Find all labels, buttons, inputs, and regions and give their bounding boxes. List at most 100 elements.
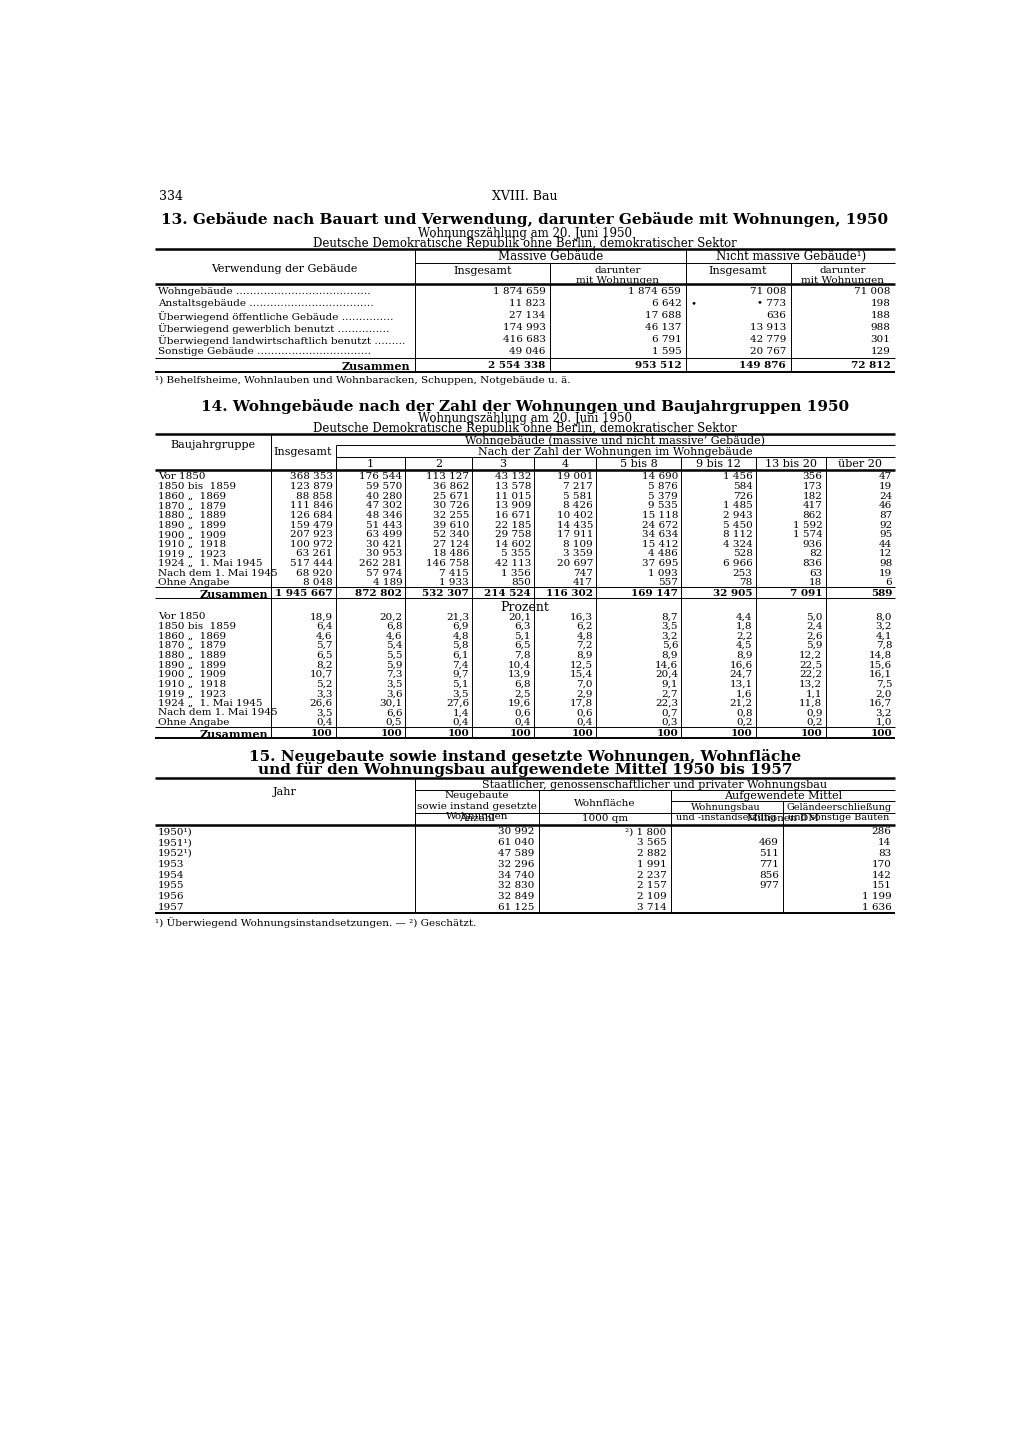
Text: 30 726: 30 726 <box>432 501 469 510</box>
Text: 15 118: 15 118 <box>642 511 678 520</box>
Text: 95: 95 <box>879 530 892 539</box>
Text: 1 574: 1 574 <box>793 530 822 539</box>
Text: 8,9: 8,9 <box>736 651 753 660</box>
Text: 82: 82 <box>809 549 822 559</box>
Text: 8,2: 8,2 <box>316 660 333 670</box>
Text: 1900 „  1909: 1900 „ 1909 <box>159 670 226 679</box>
Text: 1870 „  1879: 1870 „ 1879 <box>159 641 226 650</box>
Text: Staatlicher, genossenschaftlicher und privater Wohnungsbau: Staatlicher, genossenschaftlicher und pr… <box>482 780 827 790</box>
Text: 26,6: 26,6 <box>309 699 333 708</box>
Text: 988: 988 <box>870 323 891 332</box>
Text: und für den Wohnungsbau aufgewendete Mittel 1950 bis 1957: und für den Wohnungsbau aufgewendete Mit… <box>258 762 792 777</box>
Text: 2 109: 2 109 <box>637 892 667 901</box>
Text: 1 356: 1 356 <box>502 569 531 578</box>
Text: 7,5: 7,5 <box>876 680 892 689</box>
Text: Nach der Zahl der Wohnungen im Wohngebäude: Nach der Zahl der Wohnungen im Wohngebäu… <box>478 448 753 456</box>
Text: 12,5: 12,5 <box>570 660 593 670</box>
Text: 51 443: 51 443 <box>366 520 402 530</box>
Text: 8 112: 8 112 <box>723 530 753 539</box>
Text: 4,1: 4,1 <box>876 631 892 641</box>
Text: 13,1: 13,1 <box>729 680 753 689</box>
Text: 0,8: 0,8 <box>736 709 753 718</box>
Text: 836: 836 <box>803 559 822 567</box>
Text: 20,4: 20,4 <box>655 670 678 679</box>
Text: 2,5: 2,5 <box>514 689 531 699</box>
Text: Massive Gebäude: Massive Gebäude <box>498 250 603 263</box>
Text: 0,2: 0,2 <box>736 718 753 728</box>
Text: 6 642: 6 642 <box>651 299 681 308</box>
Text: 100: 100 <box>731 729 753 738</box>
Text: 92: 92 <box>879 520 892 530</box>
Text: 1924 „  1. Mai 1945: 1924 „ 1. Mai 1945 <box>159 559 263 567</box>
Text: 7,2: 7,2 <box>577 641 593 650</box>
Text: ²) 1 800: ²) 1 800 <box>626 827 667 836</box>
Text: 173: 173 <box>803 482 822 491</box>
Text: 47: 47 <box>879 472 892 481</box>
Text: 1955: 1955 <box>159 881 184 891</box>
Text: Baujahrgruppe: Baujahrgruppe <box>171 440 256 451</box>
Text: 42 779: 42 779 <box>750 335 786 344</box>
Text: 2 882: 2 882 <box>637 849 667 858</box>
Text: 32 830: 32 830 <box>499 881 535 891</box>
Text: 0,2: 0,2 <box>806 718 822 728</box>
Text: 83: 83 <box>879 849 891 858</box>
Text: 20 767: 20 767 <box>750 347 786 355</box>
Text: Überwiegend öffentliche Gebäude ……………: Überwiegend öffentliche Gebäude …………… <box>159 310 393 322</box>
Text: 100: 100 <box>870 729 892 738</box>
Text: Verwendung der Gebäude: Verwendung der Gebäude <box>211 264 357 274</box>
Text: Jahr: Jahr <box>272 787 297 797</box>
Text: 10,4: 10,4 <box>508 660 531 670</box>
Text: 517 444: 517 444 <box>290 559 333 567</box>
Text: 4 189: 4 189 <box>373 578 402 588</box>
Text: 188: 188 <box>870 310 891 321</box>
Text: 37 695: 37 695 <box>642 559 678 567</box>
Text: 1910 „  1918: 1910 „ 1918 <box>159 540 226 549</box>
Text: Insgesamt: Insgesamt <box>273 448 333 456</box>
Text: 6 966: 6 966 <box>723 559 753 567</box>
Text: 100: 100 <box>311 729 333 738</box>
Text: 100 972: 100 972 <box>290 540 333 549</box>
Text: 532 307: 532 307 <box>422 589 469 598</box>
Text: 1954: 1954 <box>159 871 184 879</box>
Text: 0,4: 0,4 <box>514 718 531 728</box>
Text: 1 485: 1 485 <box>723 501 753 510</box>
Text: Nicht massive Gebäude¹): Nicht massive Gebäude¹) <box>716 250 865 263</box>
Text: 1919 „  1923: 1919 „ 1923 <box>159 689 226 699</box>
Text: 32 849: 32 849 <box>499 892 535 901</box>
Text: Millionen DM: Millionen DM <box>746 814 819 823</box>
Text: 417: 417 <box>803 501 822 510</box>
Text: 6,5: 6,5 <box>316 651 333 660</box>
Text: 11 015: 11 015 <box>495 491 531 501</box>
Text: 3,5: 3,5 <box>386 680 402 689</box>
Text: 123 879: 123 879 <box>290 482 333 491</box>
Text: 1,1: 1,1 <box>806 689 822 699</box>
Text: 0,3: 0,3 <box>662 718 678 728</box>
Text: Nach dem 1. Mai 1945: Nach dem 1. Mai 1945 <box>159 569 278 578</box>
Text: 862: 862 <box>803 511 822 520</box>
Text: • 773: • 773 <box>757 299 786 308</box>
Text: Ohne Angabe: Ohne Angabe <box>159 578 229 588</box>
Text: 14,6: 14,6 <box>655 660 678 670</box>
Text: 2,0: 2,0 <box>876 689 892 699</box>
Text: 5,0: 5,0 <box>806 612 822 621</box>
Text: 13 909: 13 909 <box>495 501 531 510</box>
Text: Anstaltsgebäude ………………………………: Anstaltsgebäude ……………………………… <box>159 299 374 308</box>
Text: 1 199: 1 199 <box>861 892 891 901</box>
Text: 68 920: 68 920 <box>296 569 333 578</box>
Text: 7,0: 7,0 <box>577 680 593 689</box>
Text: 27 134: 27 134 <box>509 310 546 321</box>
Text: 589: 589 <box>870 589 892 598</box>
Text: 368 353: 368 353 <box>290 472 333 481</box>
Text: 0,4: 0,4 <box>316 718 333 728</box>
Text: 1880 „  1889: 1880 „ 1889 <box>159 651 226 660</box>
Text: 1900 „  1909: 1900 „ 1909 <box>159 530 226 539</box>
Text: 5 379: 5 379 <box>648 491 678 501</box>
Text: 1850 bis  1859: 1850 bis 1859 <box>159 622 237 631</box>
Text: 2 157: 2 157 <box>637 881 667 891</box>
Text: 18: 18 <box>809 578 822 588</box>
Text: 3 565: 3 565 <box>637 838 667 848</box>
Text: 18,9: 18,9 <box>309 612 333 621</box>
Text: 2,9: 2,9 <box>577 689 593 699</box>
Text: 198: 198 <box>870 299 891 308</box>
Text: 636: 636 <box>766 310 786 321</box>
